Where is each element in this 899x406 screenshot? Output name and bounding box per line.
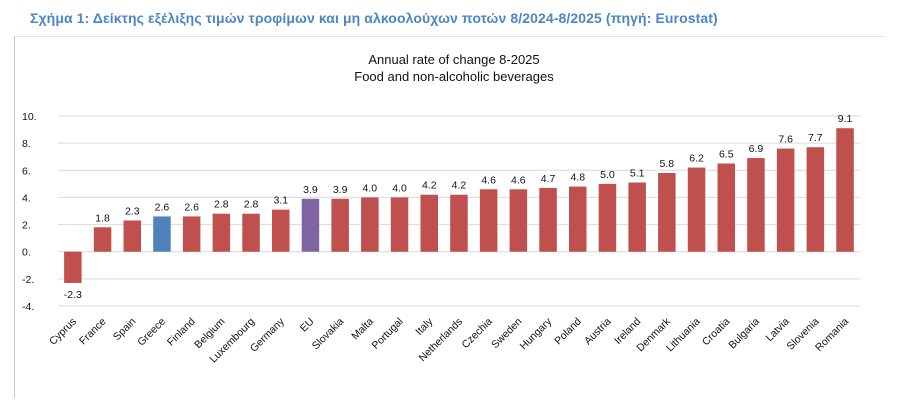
y-tick-label: 6. [22,165,31,177]
bar-finland [182,216,201,252]
data-label: 6.9 [749,143,764,155]
data-label: 2.8 [244,199,259,211]
data-label: 5.1 [630,168,645,180]
bar-germany [272,209,290,252]
y-tick-label: 8. [22,138,31,150]
bar-lithuania [687,167,706,252]
chart-title: Annual rate of change 8-2025 [368,52,539,67]
bar-bulgaria [747,158,765,252]
bar-belgium [212,213,231,252]
data-label: -2.3 [64,289,82,301]
bar-portugal [390,197,409,252]
data-label: 9.1 [838,113,853,125]
bar-france [93,227,112,252]
data-label: 5.0 [600,169,615,181]
data-label: 2.8 [214,199,229,211]
data-label: 4.2 [422,180,437,192]
y-tick-label: -4. [22,301,34,313]
category-label: Poland [552,316,584,348]
bar-italy [420,194,438,252]
category-label: Slovakia [310,316,347,353]
bar-cyprus [64,251,82,283]
bar-poland [569,186,587,252]
category-label: Italy [413,315,436,338]
bar-slovenia [806,147,825,252]
category-label: EU [298,316,317,335]
data-label: 7.6 [778,134,793,146]
category-label: Spain [111,316,139,344]
bar-czechia [479,189,498,252]
data-label: 4.6 [481,174,496,186]
figure-caption: Σχήμα 1: Δείκτης εξέλιξης τιμών τροφίμων… [30,10,718,26]
bar-romania [836,128,854,252]
bar-sweden [509,189,528,252]
category-label: Greece [135,316,168,349]
category-label: Hungary [518,315,555,352]
bar-luxembourg [242,213,260,252]
bar-spain [123,220,141,252]
bar-austria [598,183,617,252]
category-label: Czechia [459,316,494,351]
category-label: Austria [582,316,614,348]
data-label: 7.7 [808,132,823,144]
data-label: 3.1 [273,195,288,207]
bar-eu [301,198,320,252]
data-label: 1.8 [95,212,110,224]
data-label: 4.2 [452,180,467,192]
y-tick-label: 4. [22,192,31,204]
bar-denmark [658,173,676,252]
data-label: 2.3 [125,206,140,218]
bar-croatia [717,163,735,252]
data-label: 3.9 [303,184,318,196]
bar-netherlands [450,194,468,252]
bar-greece [153,216,171,252]
data-labels: -2.3 1.8 2.3 2.6 2.6 2.8 2.8 3.1 3.9 3.9 4.0 4.0 4.2… [64,113,853,301]
y-tick-label: 0. [22,247,31,259]
bar-latvia [776,148,795,252]
chart-frame [14,36,884,398]
category-label: France [77,316,109,348]
data-label: 4.0 [363,182,378,194]
data-label: 4.0 [392,182,407,194]
data-label: 2.6 [155,201,170,213]
y-tick-label: 10. [22,111,37,123]
data-label: 6.2 [689,153,704,165]
category-label: Romania [813,316,851,354]
y-axis-ticks: 10. 8. 6. 4. 2. 0. -2. -4. [22,111,37,313]
bars [64,128,854,283]
category-label: Malta [349,316,376,343]
data-label: 4.6 [511,174,526,186]
category-label: Portugal [370,316,406,352]
y-tick-label: 2. [22,220,31,232]
data-label: 2.6 [184,201,199,213]
bar-slovakia [331,198,349,252]
bar-malta [361,197,379,252]
chart-subtitle: Food and non-alcoholic beverages [354,69,554,84]
bar-hungary [539,187,557,252]
bar-ireland [628,182,646,252]
category-label: Bulgaria [726,316,762,352]
data-label: 6.5 [719,149,734,161]
y-tick-label: -2. [22,274,34,286]
data-label: 5.8 [660,158,675,170]
data-label: 4.8 [570,172,585,184]
category-label: Cyprus [47,316,79,348]
data-label: 4.7 [541,173,556,185]
data-label: 3.9 [333,184,348,196]
